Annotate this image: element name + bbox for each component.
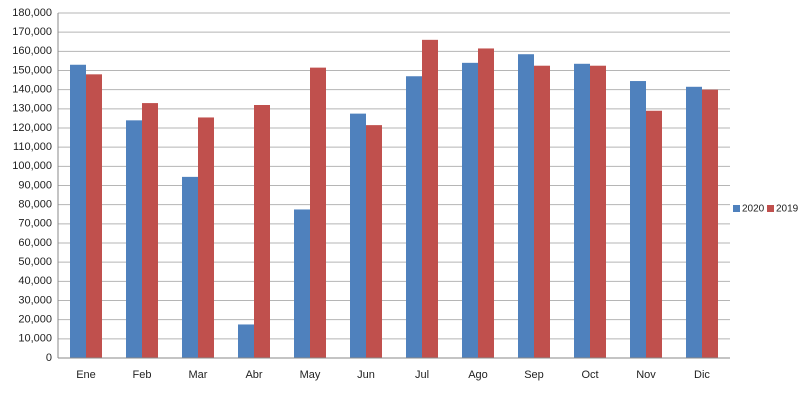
bar [126, 120, 142, 358]
bar [646, 110, 662, 358]
bar [686, 86, 702, 359]
bar [590, 65, 606, 358]
x-tick-label: Feb [133, 369, 152, 381]
x-tick-label: Abr [245, 369, 262, 381]
y-tick-label: 130,000 [12, 103, 52, 115]
x-tick-label: Oct [581, 369, 598, 381]
x-tick-label: Dic [694, 369, 710, 381]
bar [254, 105, 270, 358]
legend-swatch [733, 205, 740, 212]
y-tick-label: 60,000 [18, 237, 52, 249]
x-tick-label: Ago [468, 369, 488, 381]
y-tick-label: 50,000 [18, 256, 52, 268]
bar [574, 63, 590, 359]
bar [142, 103, 158, 358]
x-tick-label: Mar [189, 369, 208, 381]
bar [86, 74, 102, 358]
y-tick-label: 80,000 [18, 199, 52, 211]
y-tick-label: 140,000 [12, 84, 52, 96]
y-tick-label: 120,000 [12, 122, 52, 134]
bar [462, 62, 478, 358]
bar [310, 67, 326, 358]
x-tick-label: Sep [524, 369, 544, 381]
bar [70, 64, 86, 358]
bar [406, 76, 422, 358]
x-tick-label: Jul [415, 369, 429, 381]
y-tick-label: 170,000 [12, 26, 52, 38]
bar [198, 117, 214, 358]
y-tick-label: 70,000 [18, 218, 52, 230]
bar [366, 125, 382, 358]
bar [422, 39, 438, 358]
legend-label: 2020 [742, 204, 765, 215]
y-tick-label: 110,000 [13, 141, 52, 153]
y-tick-label: 100,000 [12, 160, 52, 172]
y-tick-label: 10,000 [18, 333, 52, 345]
legend-swatch [767, 205, 774, 212]
bar [702, 89, 718, 359]
y-tick-label: 20,000 [18, 314, 52, 326]
bar [518, 54, 534, 358]
x-tick-label: May [300, 369, 321, 381]
x-tick-label: Ene [76, 369, 96, 381]
bar [238, 324, 254, 358]
y-tick-label: 160,000 [12, 45, 52, 57]
bar [182, 176, 198, 358]
bar [534, 65, 550, 358]
bar [294, 209, 310, 358]
y-tick-label: 90,000 [18, 179, 52, 191]
y-tick-label: 180,000 [12, 7, 52, 19]
legend-label: 2019 [776, 204, 799, 215]
x-tick-label: Nov [636, 369, 656, 381]
y-tick-label: 40,000 [18, 275, 52, 287]
bar [350, 113, 366, 358]
bar [478, 48, 494, 358]
y-tick-label: 30,000 [18, 294, 52, 306]
bar [630, 81, 646, 359]
y-tick-label: 150,000 [12, 64, 52, 76]
y-tick-label: 0 [46, 352, 52, 364]
x-tick-label: Jun [357, 369, 375, 381]
